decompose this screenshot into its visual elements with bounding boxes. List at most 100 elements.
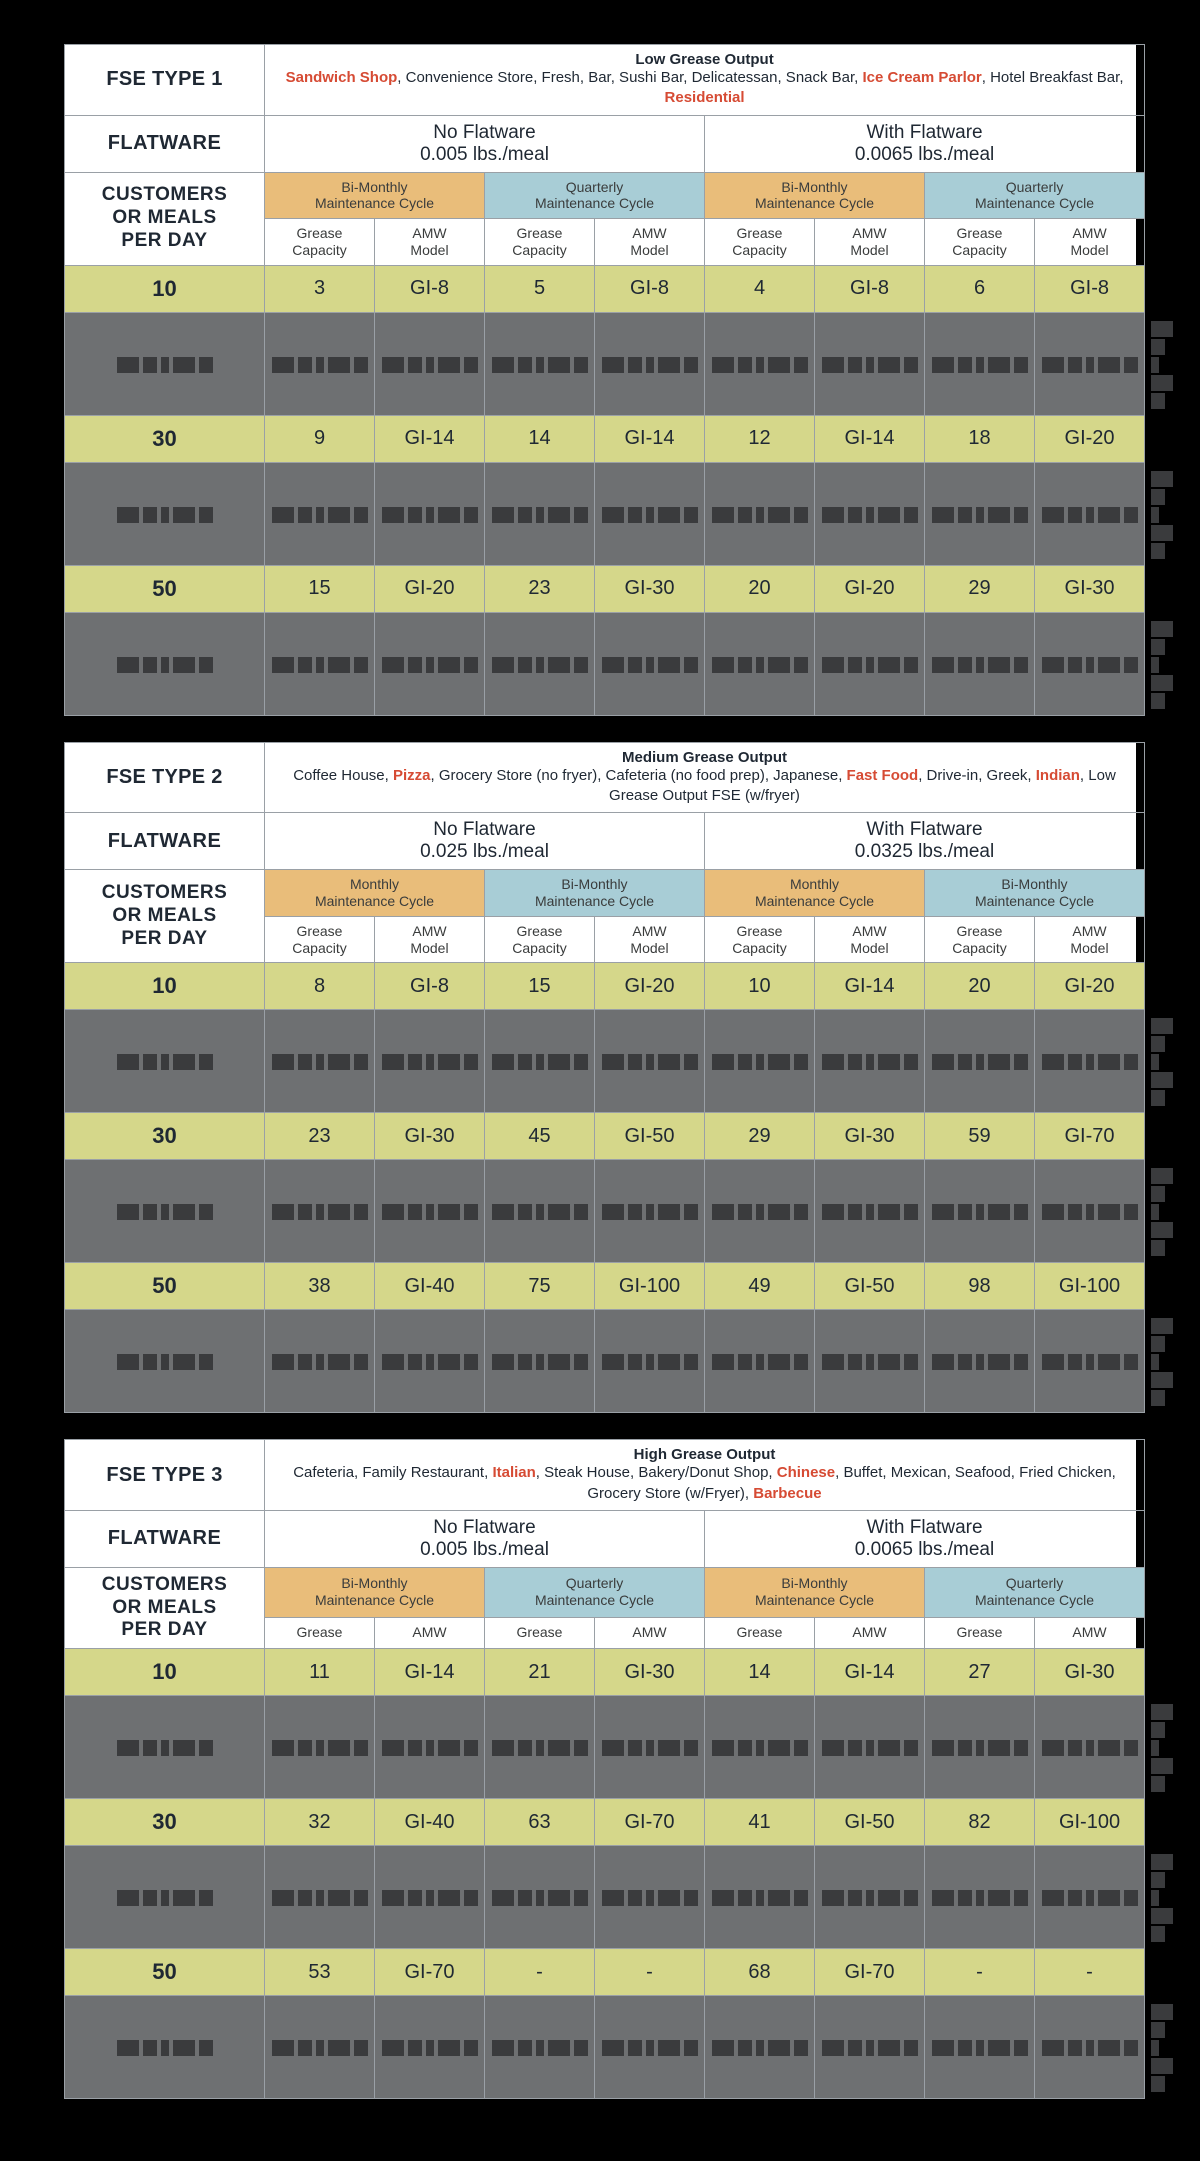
- day-cell: 50: [65, 565, 265, 612]
- value-cell: 14: [705, 1649, 815, 1696]
- col-grease: GreaseCapacity: [705, 219, 815, 266]
- value-cell: 10: [705, 963, 815, 1010]
- col-grease: Grease: [925, 1617, 1035, 1649]
- value-cell: GI-8: [815, 265, 925, 312]
- col-amw: AMWModel: [1035, 219, 1145, 266]
- value-cell: GI-50: [595, 1113, 705, 1160]
- obscured-row: [65, 462, 1145, 565]
- col-amw: AMWModel: [375, 219, 485, 266]
- flatware-label: FLATWARE: [65, 813, 265, 870]
- value-cell: GI-40: [375, 1799, 485, 1846]
- value-cell: GI-70: [595, 1799, 705, 1846]
- flatware-none: No Flatware0.005 lbs./meal: [265, 115, 705, 172]
- flatware-none: No Flatware0.005 lbs./meal: [265, 1510, 705, 1567]
- cycle-a2: Bi-MonthlyMaintenance Cycle: [705, 172, 925, 219]
- value-cell: 75: [485, 1263, 595, 1310]
- day-cell: 30: [65, 1799, 265, 1846]
- customers-label: CUSTOMERSOR MEALS PER DAY: [65, 1567, 265, 1648]
- obscured-row: [65, 312, 1145, 415]
- day-cell: 10: [65, 963, 265, 1010]
- value-cell: 59: [925, 1113, 1035, 1160]
- col-amw: AMWModel: [815, 916, 925, 963]
- output-description: High Grease Output Cafeteria, Family Res…: [265, 1440, 1145, 1511]
- day-cell: 50: [65, 1263, 265, 1310]
- value-cell: 20: [705, 565, 815, 612]
- value-cell: 12: [705, 415, 815, 462]
- value-cell: 4: [705, 265, 815, 312]
- value-cell: GI-14: [815, 963, 925, 1010]
- value-cell: 8: [265, 963, 375, 1010]
- value-cell: GI-14: [595, 415, 705, 462]
- value-cell: GI-100: [1035, 1263, 1145, 1310]
- value-cell: 18: [925, 415, 1035, 462]
- value-cell: GI-30: [375, 1113, 485, 1160]
- output-description: Low Grease Output Sandwich Shop, Conveni…: [265, 45, 1145, 116]
- col-amw: AMWModel: [815, 219, 925, 266]
- output-description: Medium Grease Output Coffee House, Pizza…: [265, 742, 1145, 813]
- value-cell: GI-30: [815, 1113, 925, 1160]
- flatware-with: With Flatware0.0065 lbs./meal: [705, 115, 1145, 172]
- value-cell: GI-50: [815, 1263, 925, 1310]
- value-cell: 15: [485, 963, 595, 1010]
- value-cell: GI-20: [595, 963, 705, 1010]
- value-cell: 29: [925, 565, 1035, 612]
- value-cell: GI-100: [595, 1263, 705, 1310]
- value-cell: 20: [925, 963, 1035, 1010]
- value-cell: GI-20: [375, 565, 485, 612]
- value-cell: 27: [925, 1649, 1035, 1696]
- value-cell: GI-30: [595, 1649, 705, 1696]
- value-cell: 6: [925, 265, 1035, 312]
- col-grease: GreaseCapacity: [265, 916, 375, 963]
- col-amw: AMW: [375, 1617, 485, 1649]
- fse-table: FSE TYPE 3 High Grease Output Cafeteria,…: [64, 1439, 1145, 2099]
- value-cell: 49: [705, 1263, 815, 1310]
- data-row: 10 8GI-815GI-2010GI-1420GI-20: [65, 963, 1145, 1010]
- day-cell: 10: [65, 265, 265, 312]
- data-row: 50 15GI-2023GI-3020GI-2029GI-30: [65, 565, 1145, 612]
- value-cell: 21: [485, 1649, 595, 1696]
- cycle-a: MonthlyMaintenance Cycle: [265, 870, 485, 917]
- data-row: 50 38GI-4075GI-10049GI-5098GI-100: [65, 1263, 1145, 1310]
- col-amw: AMW: [815, 1617, 925, 1649]
- col-grease: GreaseCapacity: [485, 219, 595, 266]
- value-cell: 82: [925, 1799, 1035, 1846]
- value-cell: GI-20: [1035, 415, 1145, 462]
- value-cell: GI-70: [375, 1949, 485, 1996]
- cycle-b2: QuarterlyMaintenance Cycle: [925, 1567, 1145, 1617]
- day-cell: 50: [65, 1949, 265, 1996]
- col-grease: GreaseCapacity: [265, 219, 375, 266]
- obscured-row: [65, 612, 1145, 715]
- value-cell: GI-70: [815, 1949, 925, 1996]
- value-cell: GI-14: [815, 415, 925, 462]
- col-amw: AMWModel: [595, 916, 705, 963]
- obscured-row: [65, 1846, 1145, 1949]
- value-cell: -: [1035, 1949, 1145, 1996]
- data-row: 50 53GI-70--68GI-70--: [65, 1949, 1145, 1996]
- day-cell: 30: [65, 415, 265, 462]
- value-cell: GI-14: [815, 1649, 925, 1696]
- cycle-a: Bi-MonthlyMaintenance Cycle: [265, 172, 485, 219]
- value-cell: GI-8: [1035, 265, 1145, 312]
- fse-block-fse3: FSE TYPE 3 High Grease Output Cafeteria,…: [60, 1435, 1140, 2103]
- value-cell: GI-14: [375, 1649, 485, 1696]
- cycle-b2: Bi-MonthlyMaintenance Cycle: [925, 870, 1145, 917]
- col-grease: Grease: [705, 1617, 815, 1649]
- value-cell: 5: [485, 265, 595, 312]
- fse-table: FSE TYPE 1 Low Grease Output Sandwich Sh…: [64, 44, 1145, 716]
- value-cell: GI-30: [1035, 565, 1145, 612]
- value-cell: GI-100: [1035, 1799, 1145, 1846]
- cycle-b2: QuarterlyMaintenance Cycle: [925, 172, 1145, 219]
- value-cell: GI-8: [595, 265, 705, 312]
- value-cell: 9: [265, 415, 375, 462]
- value-cell: GI-8: [375, 265, 485, 312]
- col-grease: GreaseCapacity: [705, 916, 815, 963]
- value-cell: 38: [265, 1263, 375, 1310]
- day-cell: 10: [65, 1649, 265, 1696]
- value-cell: 11: [265, 1649, 375, 1696]
- fse-block-fse1: FSE TYPE 1 Low Grease Output Sandwich Sh…: [60, 40, 1140, 720]
- value-cell: 45: [485, 1113, 595, 1160]
- data-row: 10 3GI-85GI-84GI-86GI-8: [65, 265, 1145, 312]
- cycle-a2: Bi-MonthlyMaintenance Cycle: [705, 1567, 925, 1617]
- fse-type-label: FSE TYPE 1: [65, 45, 265, 116]
- value-cell: 63: [485, 1799, 595, 1846]
